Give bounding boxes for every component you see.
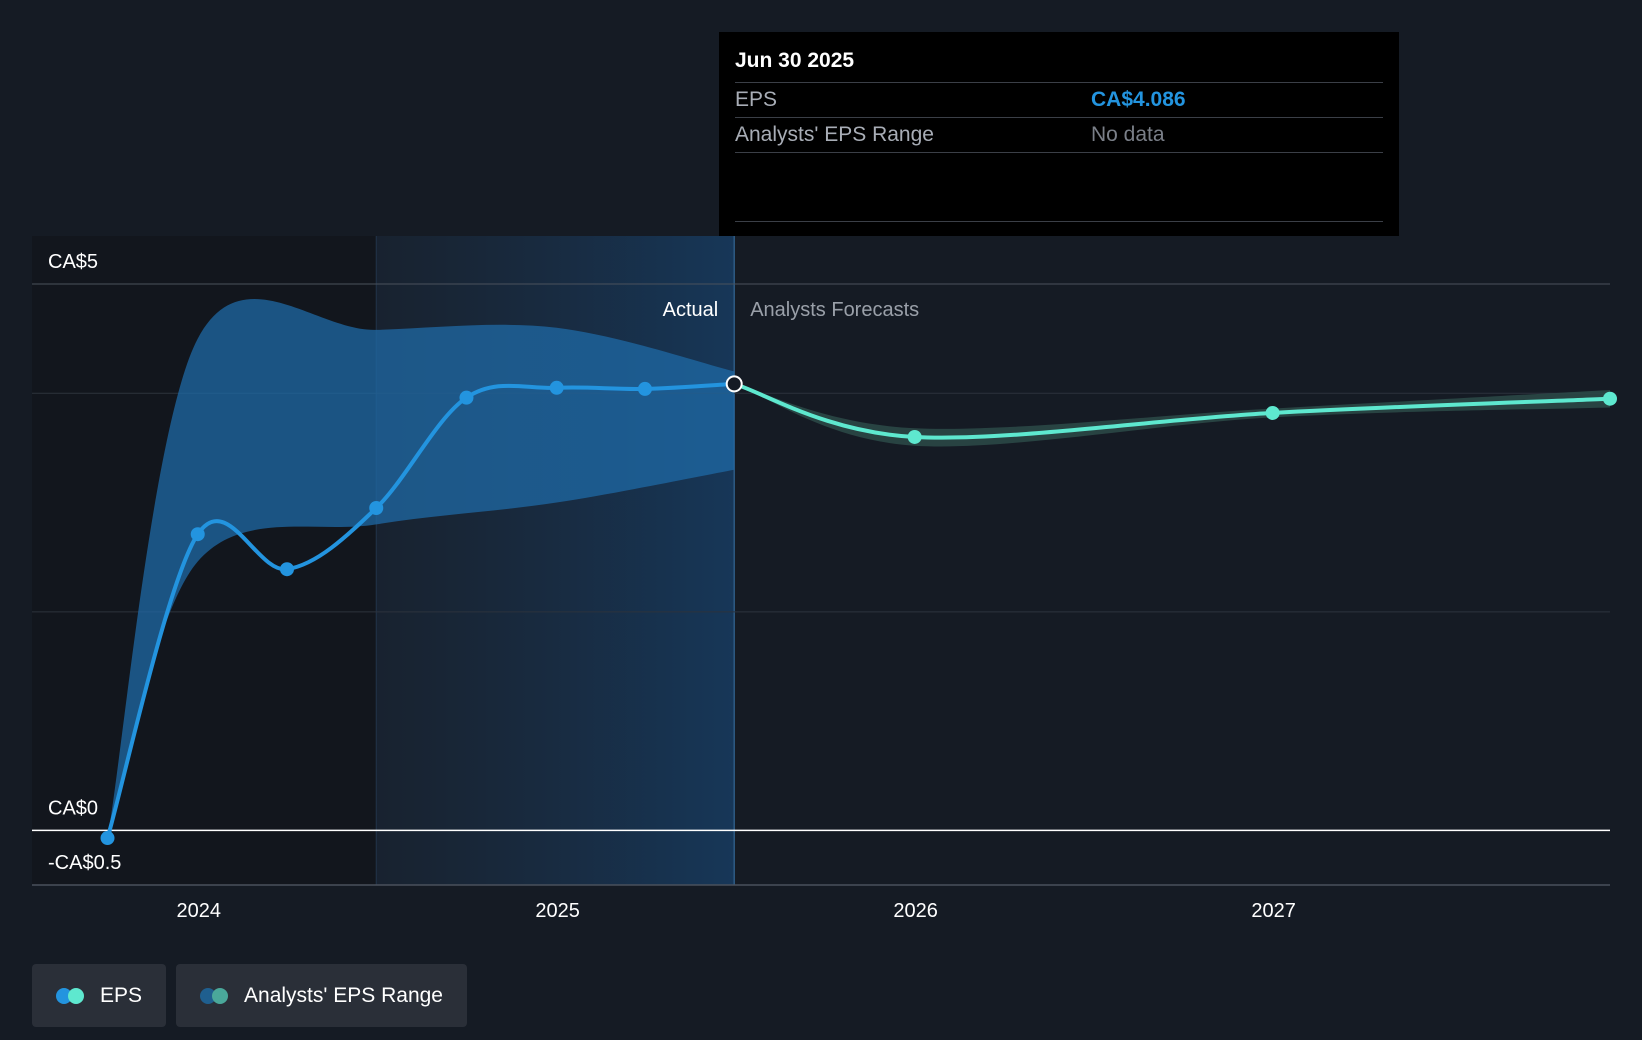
x-tick-label: 2025: [535, 900, 580, 922]
eps-point-actual-1: [190, 527, 205, 542]
eps-point-actual-3: [369, 501, 384, 516]
tooltip: Jun 30 2025 EPS CA$4.086 Analysts' EPS R…: [719, 32, 1399, 236]
eps-point-forecast-2: [1265, 405, 1280, 420]
range-legend-icon: [200, 987, 229, 1004]
actual-label: Actual: [663, 299, 719, 321]
y-tick-label: CA$0: [48, 797, 98, 819]
legend-eps-label: EPS: [100, 983, 143, 1007]
eps-point-actual-6: [637, 381, 652, 396]
legend: EPS Analysts' EPS Range: [32, 964, 467, 1027]
forecast-label: Analysts Forecasts: [750, 299, 919, 321]
x-tick-label: 2024: [176, 900, 221, 922]
legend-item-eps[interactable]: EPS: [32, 964, 167, 1027]
x-tick-label: 2027: [1251, 900, 1296, 922]
legend-range-label: Analysts' EPS Range: [244, 983, 443, 1007]
eps-point-actual-5: [549, 380, 564, 395]
tooltip-row-range: Analysts' EPS Range No data: [735, 118, 1383, 153]
x-tick-label: 2026: [893, 900, 938, 922]
eps-legend-icon: [56, 987, 84, 1004]
legend-item-range[interactable]: Analysts' EPS Range: [176, 964, 467, 1027]
tooltip-eps-value: CA$4.086: [1091, 88, 1186, 111]
eps-point-forecast-1: [907, 429, 922, 444]
y-tick-label: CA$5: [48, 251, 98, 273]
tooltip-eps-label: EPS: [735, 88, 778, 111]
tooltip-row-eps: EPS CA$4.086: [735, 83, 1383, 118]
eps-range-actual-band: [107, 299, 735, 839]
eps-point-actual-4: [459, 390, 474, 405]
eps-point-actual-2: [279, 562, 294, 577]
tooltip-date: Jun 30 2025: [735, 46, 1383, 83]
tooltip-range-label: Analysts' EPS Range: [735, 123, 934, 146]
eps-line-forecast: [732, 381, 1612, 440]
eps-point-forecast-3: [1603, 391, 1617, 406]
eps-point-actual-0: [100, 831, 115, 846]
tooltip-range-value: No data: [1091, 123, 1165, 146]
eps-point-highlighted: [725, 375, 743, 393]
tooltip-spacer: [735, 153, 1383, 222]
y-tick-label: -CA$0.5: [48, 852, 121, 874]
eps-range-forecast-band: [734, 383, 1610, 447]
